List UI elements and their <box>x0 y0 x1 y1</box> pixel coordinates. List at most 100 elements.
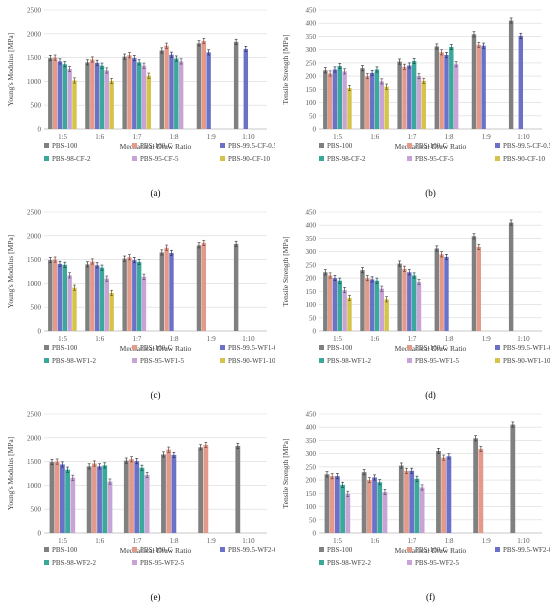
bar <box>446 456 452 533</box>
panel-label: (f) <box>426 592 435 602</box>
bar <box>436 451 441 533</box>
bar <box>144 474 150 533</box>
y-tick-label: 0 <box>313 328 317 336</box>
bar <box>332 69 338 129</box>
y-tick-label: 2500 <box>27 7 42 15</box>
y-axis-title: Tensile Strength [MPa] <box>281 35 290 105</box>
legend-label: PBS-95-WF1-5 <box>140 357 184 365</box>
y-tick-label: 100 <box>306 503 317 511</box>
legend-label: PBS-100-C <box>415 344 448 352</box>
bar <box>67 69 72 129</box>
y-tick-label: 450 <box>306 411 317 419</box>
y-axis-title: Tensile Strength [MPa] <box>281 237 290 307</box>
bar <box>411 61 417 129</box>
bar <box>122 258 127 331</box>
bar <box>365 278 370 331</box>
x-tick-label: 1:8 <box>445 335 454 343</box>
x-tick-label: 1:6 <box>370 537 379 545</box>
bar <box>85 62 90 129</box>
y-tick-label: 150 <box>306 490 317 498</box>
bar <box>369 279 375 331</box>
x-axis-title: Mechanical Draw Ratio <box>395 546 467 555</box>
bar <box>481 45 486 130</box>
bar <box>72 287 77 331</box>
x-tick-label: 1:6 <box>95 537 104 545</box>
bar <box>327 275 333 331</box>
bar <box>374 280 380 331</box>
legend-swatch <box>132 547 137 552</box>
legend-swatch <box>44 345 49 350</box>
bar <box>132 260 137 331</box>
bar <box>203 444 209 533</box>
bar <box>65 469 70 533</box>
legend-label: PBS-100 <box>327 142 353 150</box>
legend-label: PBS-90-WF1-10 <box>228 357 275 365</box>
legend-label: PBS-98-WF1-2 <box>52 357 96 365</box>
bar <box>449 47 454 130</box>
y-tick-label: 1000 <box>27 482 42 490</box>
bar <box>337 66 343 129</box>
y-tick-label: 50 <box>309 516 317 524</box>
bar <box>136 62 142 129</box>
bar <box>345 493 351 533</box>
y-axis-title: Tensile Strength [MPa] <box>281 439 290 509</box>
y-tick-label: 100 <box>306 99 317 107</box>
y-tick-label: 400 <box>306 20 317 28</box>
legend-swatch <box>220 143 225 148</box>
bar <box>178 61 184 129</box>
legend-swatch <box>407 358 412 363</box>
bar <box>347 297 352 331</box>
x-tick-label: 1:7 <box>132 133 141 141</box>
x-tick-label: 1:10 <box>242 133 255 141</box>
bar <box>102 465 108 533</box>
legend-label: PBS-95-WF1-5 <box>415 357 459 365</box>
bar <box>411 275 417 331</box>
y-tick-label: 500 <box>31 102 42 110</box>
chart-svg-e: 0 500 1000 1500 2000 2500 1:5 1:6 1:7 1:8 1:9 1:10 M… <box>6 411 283 603</box>
x-tick-label: 1:9 <box>207 537 216 545</box>
legend-label: PBS-100-C <box>140 344 173 352</box>
bar <box>409 470 415 533</box>
bar <box>444 54 449 130</box>
bar <box>419 487 425 533</box>
y-tick-label: 200 <box>306 73 317 81</box>
legend-label: PBS-99.5-WF2-0.5 <box>503 546 550 554</box>
bar <box>402 66 407 129</box>
y-tick-label: 1500 <box>27 256 42 264</box>
legend-label: PBS-95-WF2-5 <box>415 559 459 567</box>
legend-label: PBS-99.5-WF1-0.5 <box>503 344 550 352</box>
bar <box>104 278 110 331</box>
legend-swatch <box>407 156 412 161</box>
bar <box>398 465 404 533</box>
bar <box>384 86 389 129</box>
panel-label: (a) <box>151 188 161 198</box>
legend-swatch <box>495 143 500 148</box>
bar <box>134 461 140 533</box>
x-tick-label: 1:5 <box>333 335 342 343</box>
legend-swatch <box>319 358 324 363</box>
x-tick-label: 1:7 <box>407 537 416 545</box>
legend-swatch <box>44 156 49 161</box>
x-tick-label: 1:8 <box>445 537 454 545</box>
x-axis-title: Mechanical Draw Ratio <box>395 142 467 151</box>
y-tick-label: 50 <box>309 314 317 322</box>
bar <box>421 80 427 129</box>
bar <box>67 275 72 331</box>
x-axis-title: Mechanical Draw Ratio <box>120 344 192 353</box>
bar <box>416 282 422 331</box>
x-axis-title: Mechanical Draw Ratio <box>120 546 192 555</box>
bar <box>52 259 58 331</box>
x-tick-label: 1:9 <box>482 335 491 343</box>
x-tick-label: 1:8 <box>170 133 179 141</box>
legend-label: PBS-100-C <box>140 546 173 554</box>
legend-swatch <box>319 143 324 148</box>
legend-label: PBS-90-CF-10 <box>503 155 546 163</box>
legend-swatch <box>220 358 225 363</box>
bar <box>332 278 338 331</box>
bar <box>397 61 402 129</box>
legend-label: PBS-100-C <box>415 142 448 150</box>
x-tick-label: 1:5 <box>58 537 67 545</box>
chart-panel-e: 0 500 1000 1500 2000 2500 1:5 1:6 1:7 1:8 1:9 1:10 M… <box>0 404 283 611</box>
x-tick-label: 1:6 <box>370 133 379 141</box>
bar <box>146 75 152 129</box>
